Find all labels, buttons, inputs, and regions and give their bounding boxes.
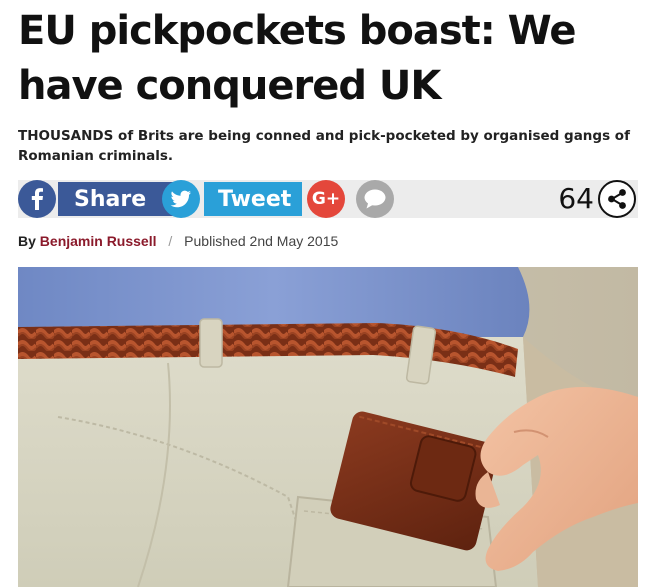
facebook-share-label: Share bbox=[74, 186, 147, 212]
author-link[interactable]: Benjamin Russell bbox=[39, 233, 157, 249]
standfirst: THOUSANDS of Brits are being conned and … bbox=[18, 128, 630, 164]
share-glyph bbox=[608, 189, 626, 209]
headline: EU pickpockets boast: We have conquered … bbox=[18, 8, 577, 109]
comment-glyph bbox=[364, 189, 386, 209]
byline-prefix: By bbox=[18, 233, 36, 249]
share-bar: Share Tweet G+ 64 bbox=[18, 180, 638, 218]
twitter-bird-icon[interactable] bbox=[162, 180, 200, 218]
share-count: 64 bbox=[558, 182, 594, 215]
article-hero-image bbox=[18, 267, 638, 587]
published-date: Published 2nd May 2015 bbox=[184, 233, 339, 249]
twitter-glyph bbox=[170, 190, 191, 208]
wallet-pickpocket-illustration bbox=[18, 267, 638, 587]
byline: By Benjamin Russell / Published 2nd May … bbox=[18, 231, 338, 251]
facebook-glyph bbox=[31, 188, 43, 210]
google-plus-icon[interactable]: G+ bbox=[307, 180, 345, 218]
tweet-label: Tweet bbox=[218, 186, 292, 212]
facebook-icon[interactable] bbox=[18, 180, 56, 218]
comment-bubble-icon[interactable] bbox=[356, 180, 394, 218]
google-plus-label: G+ bbox=[311, 189, 341, 209]
facebook-share-button[interactable]: Share bbox=[58, 182, 173, 216]
byline-separator: / bbox=[168, 233, 173, 249]
tweet-button[interactable]: Tweet bbox=[204, 182, 302, 216]
share-icon[interactable] bbox=[598, 180, 636, 218]
